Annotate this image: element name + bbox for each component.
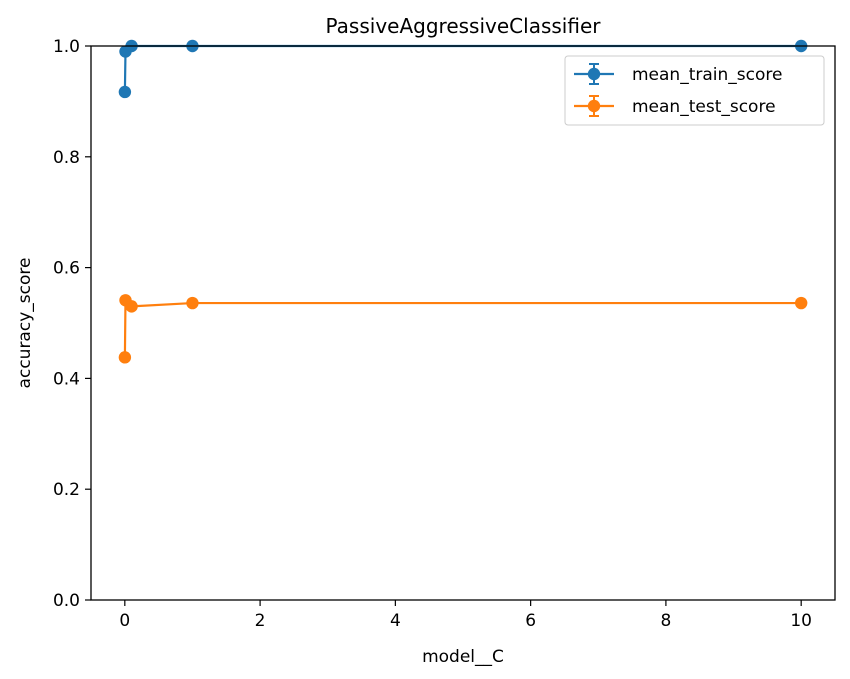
data-point — [125, 300, 138, 313]
legend-frame — [564, 55, 825, 126]
x-axis-label: model__C — [422, 647, 504, 667]
legend-label: mean_test_score — [632, 97, 776, 117]
y-axis: 0.0 0.2 0.4 0.6 0.8 1.0 — [53, 37, 91, 611]
legend-entry: mean_train_score — [574, 63, 782, 85]
x-tick-label: 8 — [660, 611, 671, 631]
data-point — [118, 351, 132, 364]
y-tick-label: 0.0 — [53, 591, 80, 611]
legend: mean_train_score mean_test_score — [564, 55, 825, 126]
y-tick-label: 0.6 — [53, 259, 80, 279]
chart-title: PassiveAggressiveClassifier — [326, 14, 602, 38]
legend-marker — [587, 99, 601, 113]
x-tick-label: 0 — [119, 611, 130, 631]
y-tick-label: 0.8 — [53, 148, 80, 168]
y-tick-label: 0.4 — [53, 369, 80, 389]
x-tick-label: 6 — [525, 611, 536, 631]
y-tick-label: 1.0 — [53, 37, 80, 57]
series-mean_test_score — [118, 294, 808, 364]
legend-entry: mean_test_score — [574, 95, 776, 117]
x-tick-label: 4 — [390, 611, 401, 631]
data-point — [794, 296, 808, 310]
x-tick-label: 10 — [790, 611, 812, 631]
x-tick-label: 2 — [255, 611, 266, 631]
x-axis: 0 2 4 6 8 10 — [119, 600, 812, 631]
axes-frame — [90, 45, 836, 601]
y-axis-label: accuracy_score — [15, 258, 35, 389]
data-point — [186, 296, 199, 310]
data-point — [118, 85, 132, 99]
legend-marker — [587, 67, 601, 81]
y-tick-label: 0.2 — [53, 480, 80, 500]
legend-label: mean_train_score — [632, 65, 782, 85]
